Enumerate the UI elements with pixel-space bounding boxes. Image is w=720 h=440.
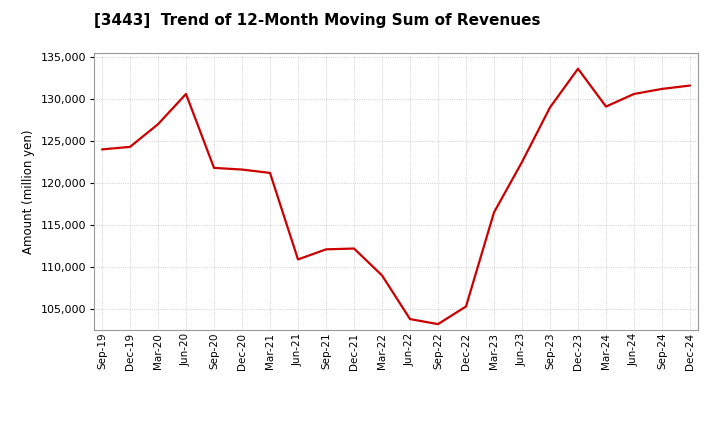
- Y-axis label: Amount (million yen): Amount (million yen): [22, 129, 35, 253]
- Text: [3443]  Trend of 12-Month Moving Sum of Revenues: [3443] Trend of 12-Month Moving Sum of R…: [94, 13, 540, 28]
